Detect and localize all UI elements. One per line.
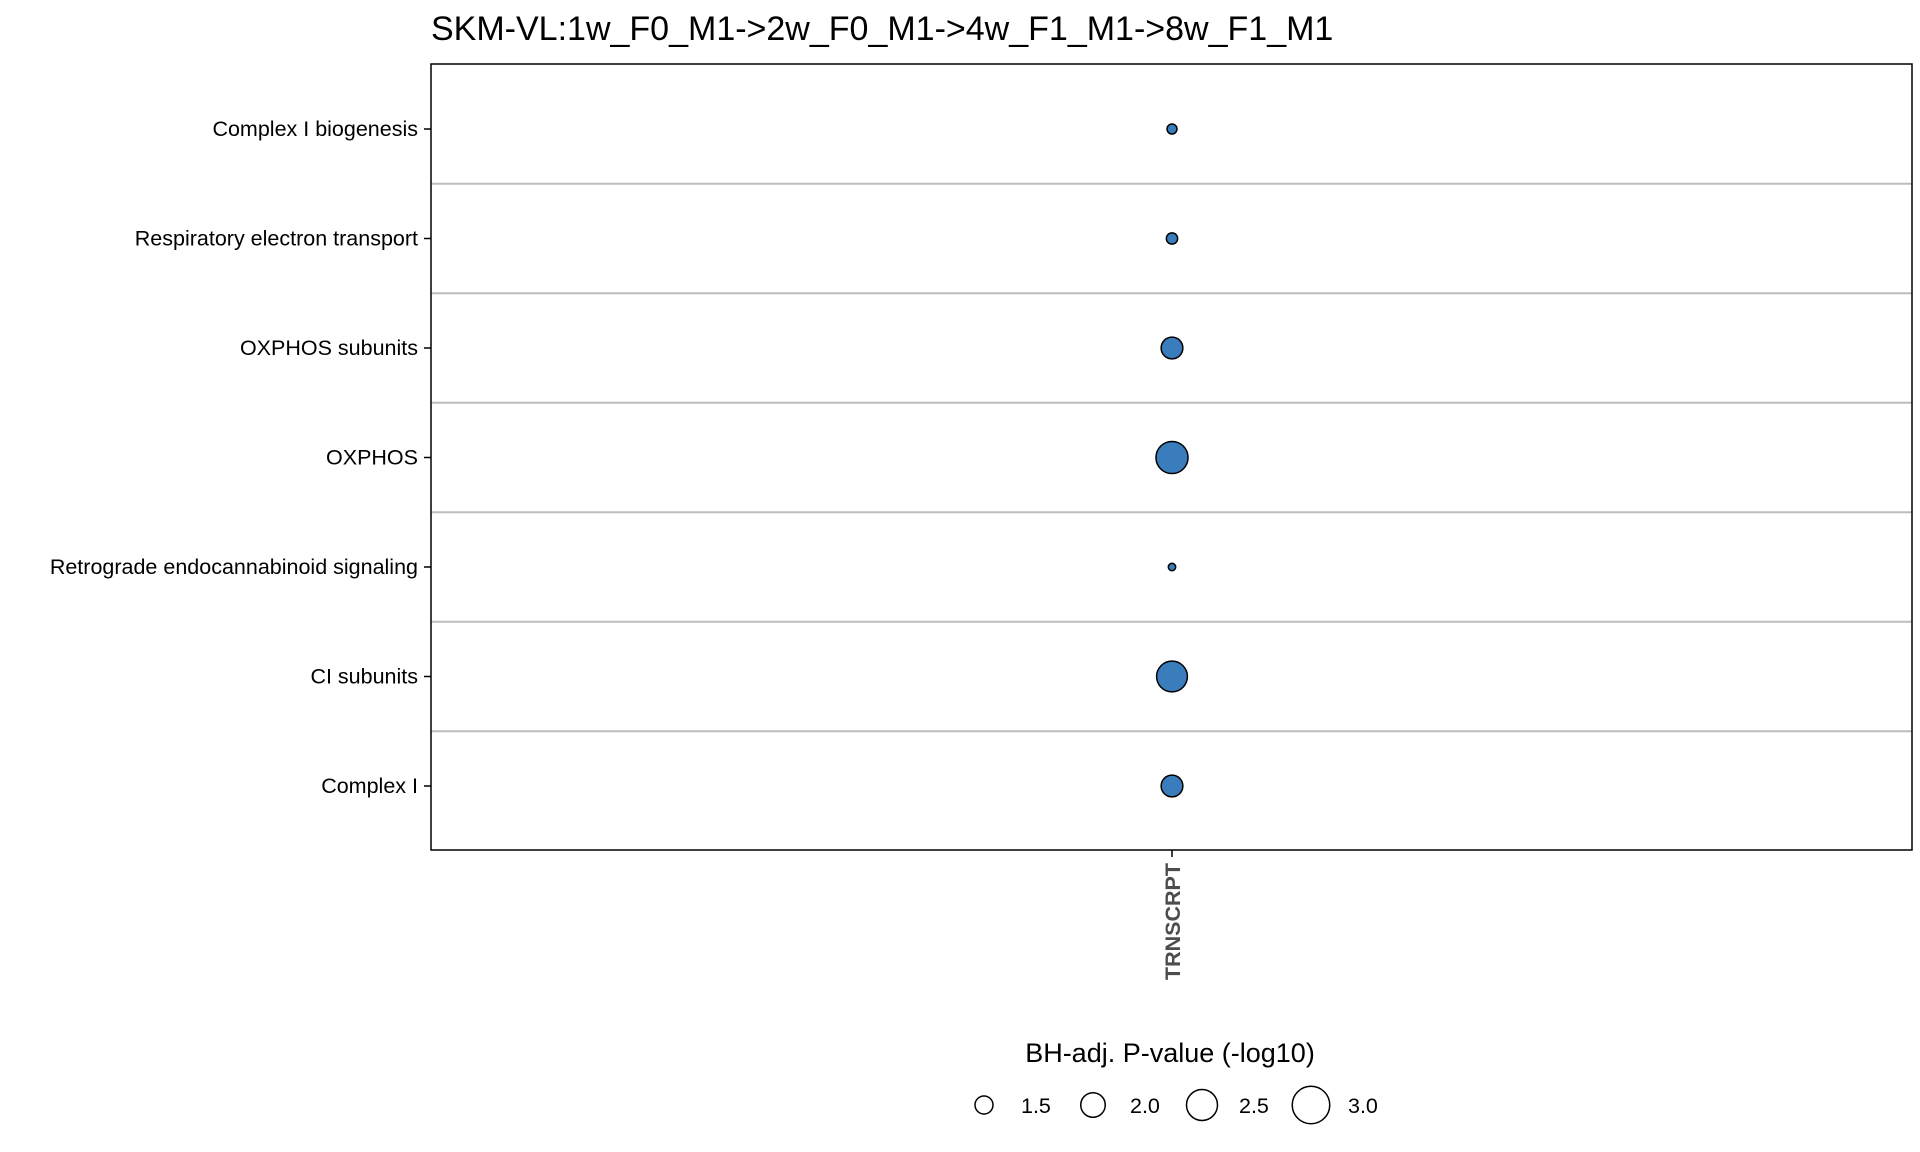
y-axis: Complex I biogenesis Respiratory electron…: [50, 117, 431, 798]
y-tick-label: OXPHOS: [326, 446, 418, 470]
chart-title: SKM-VL:1w_F0_M1->2w_F0_M1->4w_F1_M1->8w_…: [431, 10, 1333, 48]
legend-label: 1.5: [1021, 1094, 1051, 1118]
data-points: [1155, 123, 1189, 798]
data-point: [1166, 123, 1178, 135]
legend-key: [1185, 1088, 1219, 1122]
y-tick-label: Retrograde endocannabinoid signaling: [50, 555, 418, 579]
gridlines: [431, 182, 1912, 733]
legend-key: [1080, 1092, 1106, 1118]
y-tick-label: Complex I biogenesis: [212, 117, 418, 141]
legend-key: [1291, 1085, 1331, 1125]
y-tick-label: Respiratory electron transport: [135, 227, 418, 251]
data-point: [1165, 232, 1179, 245]
size-legend: BH-adj. P-value (-log10) 1.5 2.0 2.5 3.0: [974, 1038, 1378, 1125]
x-tick-label: TRNSCRPT: [1161, 863, 1185, 980]
data-point: [1160, 336, 1184, 360]
legend-key: [974, 1095, 994, 1115]
data-point: [1160, 774, 1184, 798]
legend-label: 3.0: [1348, 1094, 1378, 1118]
y-tick-label: Complex I: [321, 774, 418, 798]
data-point: [1155, 440, 1189, 475]
y-tick-label: OXPHOS subunits: [240, 336, 418, 360]
data-point: [1155, 660, 1189, 693]
legend-label: 2.0: [1130, 1094, 1160, 1118]
legend-title: BH-adj. P-value (-log10): [1025, 1038, 1315, 1068]
data-point: [1167, 562, 1177, 572]
y-tick-label: CI subunits: [310, 665, 418, 689]
legend-label: 2.5: [1239, 1094, 1269, 1118]
x-axis: TRNSCRPT: [1161, 850, 1185, 980]
